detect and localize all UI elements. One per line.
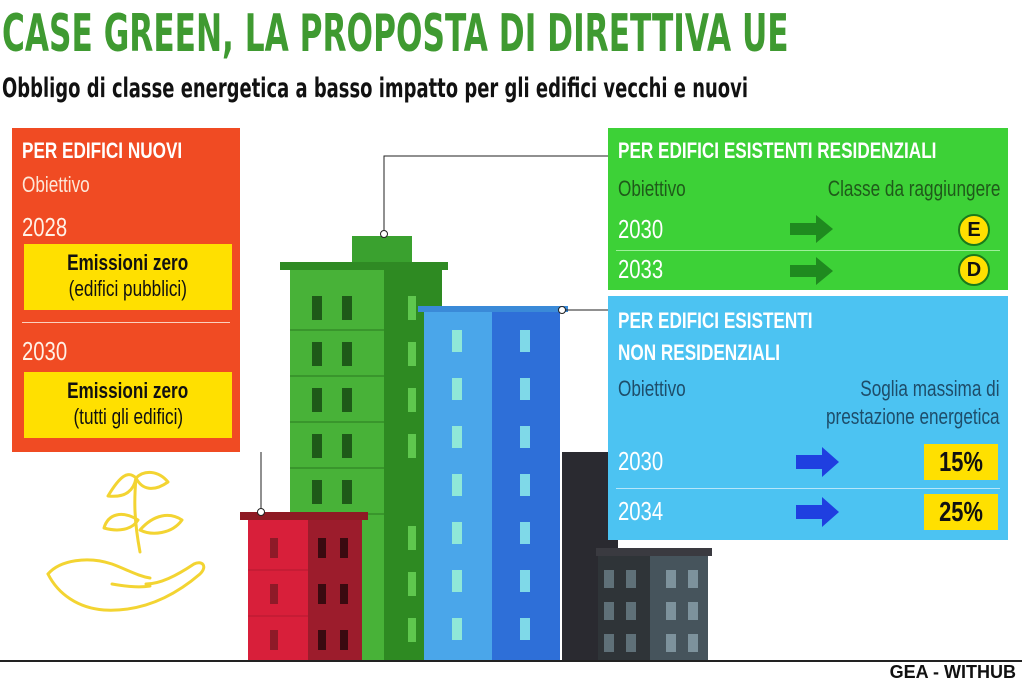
target-2-bold: Emissioni zero [67, 378, 189, 403]
new-buildings-target-2: Emissioni zero (tutti gli edifici) [24, 372, 232, 438]
non-residential-divider [616, 488, 1000, 489]
blue-building [418, 306, 568, 662]
panel-new-buildings: PER EDIFICI NUOVI Obiettivo 2028 Emissio… [12, 128, 240, 452]
connector-lines [257, 155, 608, 516]
non-residential-value-badge-1: 15% [924, 444, 998, 480]
sprout-in-hand-icon [46, 471, 206, 612]
target-1-bold: Emissioni zero [67, 250, 189, 275]
subtitle: Obbligo di classe energetica a basso imp… [2, 73, 748, 104]
non-residential-value-2: 25% [939, 496, 983, 527]
main-title: CASE GREEN, LA PROPOSTA DI DIRETTIVA UE [2, 4, 789, 64]
residential-year-2: 2033 [618, 254, 664, 284]
non-residential-year-1: 2030 [618, 446, 664, 476]
non-residential-year-2: 2034 [618, 496, 664, 526]
residential-divider [616, 250, 1000, 251]
dark-building [562, 452, 712, 662]
panel-residential: PER EDIFICI ESISTENTI RESIDENZIALI Obiet… [608, 128, 1008, 290]
red-building [240, 512, 368, 662]
non-residential-threshold-2: prestazione energetica [826, 404, 1000, 429]
non-residential-value-1: 15% [939, 446, 983, 477]
new-buildings-divider [22, 322, 230, 323]
target-2-note: (tutti gli edifici) [73, 404, 183, 429]
non-residential-objective-label: Obiettivo [618, 376, 686, 401]
arrow-right-icon [790, 215, 833, 243]
residential-class-badge-1: E [958, 214, 990, 246]
residential-year-1: 2030 [618, 214, 664, 244]
source-credit: GEA - WITHUB [889, 662, 1016, 682]
target-1-note: (edifici pubblici) [68, 276, 188, 301]
new-buildings-year-1: 2028 [22, 212, 68, 242]
residential-class-badge-2: D [958, 254, 990, 286]
panel-non-residential: PER EDIFICI ESISTENTI NON RESIDENZIALI O… [608, 296, 1008, 540]
residential-class-label: Classe da raggiungere [827, 176, 1000, 201]
non-residential-threshold-1: Soglia massima di [860, 376, 1000, 401]
residential-objective-label: Obiettivo [618, 176, 686, 201]
arrow-right-icon [796, 447, 839, 477]
arrow-right-icon [790, 257, 833, 285]
non-residential-value-badge-2: 25% [924, 494, 998, 530]
new-buildings-year-2: 2030 [22, 336, 68, 366]
arrow-right-icon [796, 497, 839, 527]
new-buildings-objective-label: Obiettivo [22, 172, 90, 197]
new-buildings-target-1: Emissioni zero (edifici pubblici) [24, 244, 232, 310]
ground-line [0, 660, 1022, 662]
residential-heading: PER EDIFICI ESISTENTI RESIDENZIALI [618, 138, 937, 163]
non-residential-heading-2: NON RESIDENZIALI [618, 340, 781, 365]
non-residential-heading-1: PER EDIFICI ESISTENTI [618, 308, 813, 333]
new-buildings-heading: PER EDIFICI NUOVI [22, 138, 183, 163]
